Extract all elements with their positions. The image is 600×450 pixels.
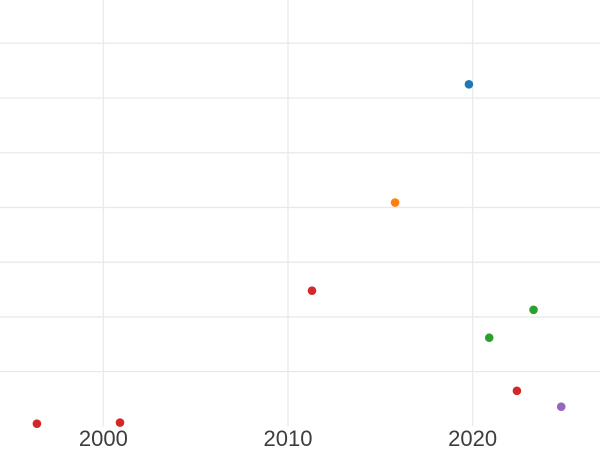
data-point-blue [464,79,474,89]
data-point-red [32,419,42,428]
data-point-orange [390,198,400,207]
x-tick-labels: 2000 2010 2020 [79,426,497,450]
data-point-red [512,386,522,396]
x-tick-label: 2020 [448,426,497,450]
data-points [32,79,566,428]
data-point-green [529,305,538,315]
data-point-red [307,286,317,295]
vertical-gridlines [102,0,474,427]
data-point-red [115,418,125,427]
data-point-purple [556,402,566,411]
data-point-green [484,333,494,343]
x-tick-label: 2000 [79,426,128,450]
horizontal-gridlines [0,42,600,373]
x-tick-label: 2010 [264,426,313,450]
